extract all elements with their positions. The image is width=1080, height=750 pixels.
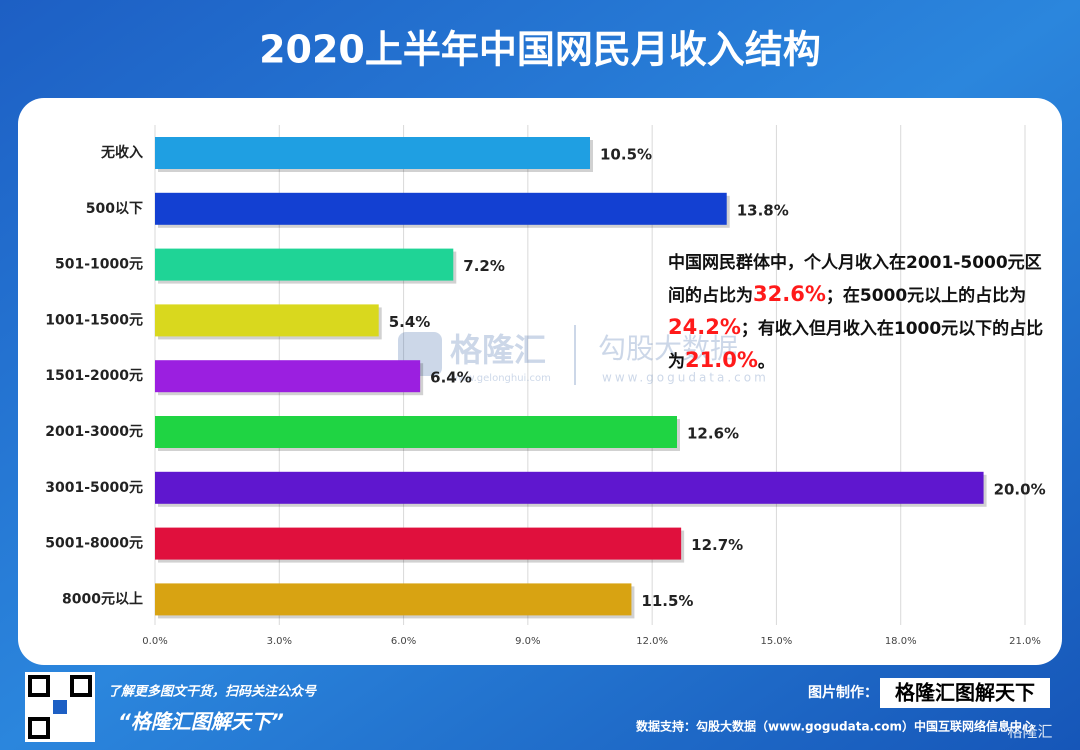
value-label: 10.5% bbox=[600, 146, 652, 164]
annotation-text: 32.6% bbox=[753, 282, 826, 306]
x-tick-label: 21.0% bbox=[1009, 636, 1041, 647]
x-tick-label: 9.0% bbox=[515, 636, 540, 647]
value-label: 6.4% bbox=[430, 369, 472, 387]
footer-logo: 格隆汇 bbox=[1007, 723, 1052, 741]
qr-center bbox=[53, 700, 67, 714]
value-label: 12.7% bbox=[691, 536, 743, 554]
y-tick-label: 1501-2000元 bbox=[45, 368, 143, 384]
watermark-partner-url: www.gogudata.com bbox=[602, 371, 769, 385]
bar bbox=[155, 137, 590, 169]
x-tick-label: 6.0% bbox=[391, 636, 416, 647]
value-label: 13.8% bbox=[737, 201, 789, 219]
bar bbox=[155, 304, 379, 337]
x-tick-label: 3.0% bbox=[267, 636, 292, 647]
footer-made-by-label: 图片制作： bbox=[808, 684, 878, 701]
value-label: 20.0% bbox=[994, 480, 1046, 498]
annotation-text: 24.2% bbox=[668, 315, 741, 339]
footer-badge bbox=[880, 678, 1050, 708]
footer-account: “格隆汇图解天下” bbox=[118, 710, 284, 734]
footer-made-by: 格隆汇图解天下 bbox=[895, 681, 1035, 705]
x-tick-label: 12.0% bbox=[636, 636, 668, 647]
annotation-text: 。 bbox=[757, 352, 775, 372]
annotation-text: ；在5000元以上的占比为 bbox=[825, 286, 1027, 306]
watermark: 格隆汇 www.gelonghui.com 勾股大数据 www.gogudata… bbox=[398, 325, 769, 385]
x-tick-label: 0.0% bbox=[142, 636, 167, 647]
bar bbox=[155, 527, 682, 560]
watermark-brand: 格隆汇 bbox=[450, 331, 546, 369]
y-tick-label: 501-1000元 bbox=[55, 257, 143, 273]
y-tick-label: 3001-5000元 bbox=[45, 480, 143, 496]
bar bbox=[155, 583, 632, 616]
bar bbox=[155, 360, 421, 393]
qr-finder bbox=[70, 675, 92, 697]
annotation-text: ；有收入但月收入在1000元以下的占比为 bbox=[668, 319, 1044, 372]
annotation: 中国网民群体中，个人月收入在2001-5000元区间的占比为32.6%；在500… bbox=[668, 248, 1056, 378]
value-label: 7.2% bbox=[463, 257, 505, 275]
y-tick-label: 1001-1500元 bbox=[45, 312, 143, 328]
y-tick-label: 2001-3000元 bbox=[45, 424, 143, 440]
value-label: 5.4% bbox=[389, 313, 431, 331]
chart-title: 2020上半年中国网民月收入结构 bbox=[259, 28, 821, 72]
y-tick-label: 8000元以上 bbox=[62, 591, 143, 607]
qr-finder bbox=[28, 717, 50, 739]
bar bbox=[155, 471, 984, 504]
watermark-url: www.gelonghui.com bbox=[450, 373, 551, 384]
y-tick-label: 无收入 bbox=[100, 144, 143, 161]
value-label: 11.5% bbox=[641, 592, 693, 610]
footer-source: 数据支持：勾股大数据（www.gogudata.com）中国互联网络信息中心 bbox=[636, 719, 1034, 734]
y-tick-label: 5001-8000元 bbox=[45, 536, 143, 552]
annotation-text: 中国网民群体中，个人月收入在2001-5000元区间的占比为 bbox=[668, 253, 1042, 306]
value-label: 12.6% bbox=[687, 425, 739, 443]
bar bbox=[155, 416, 677, 448]
bar bbox=[155, 248, 454, 281]
footer-promo: 了解更多图文干货，扫码关注公众号 bbox=[108, 684, 317, 700]
bar bbox=[155, 192, 727, 225]
x-tick-label: 18.0% bbox=[885, 636, 917, 647]
qr-finder bbox=[28, 675, 50, 697]
y-tick-label: 500以下 bbox=[86, 201, 143, 217]
x-tick-label: 15.0% bbox=[761, 636, 793, 647]
annotation-text: 21.0% bbox=[685, 348, 758, 372]
watermark-partner: 勾股大数据 bbox=[598, 332, 738, 365]
